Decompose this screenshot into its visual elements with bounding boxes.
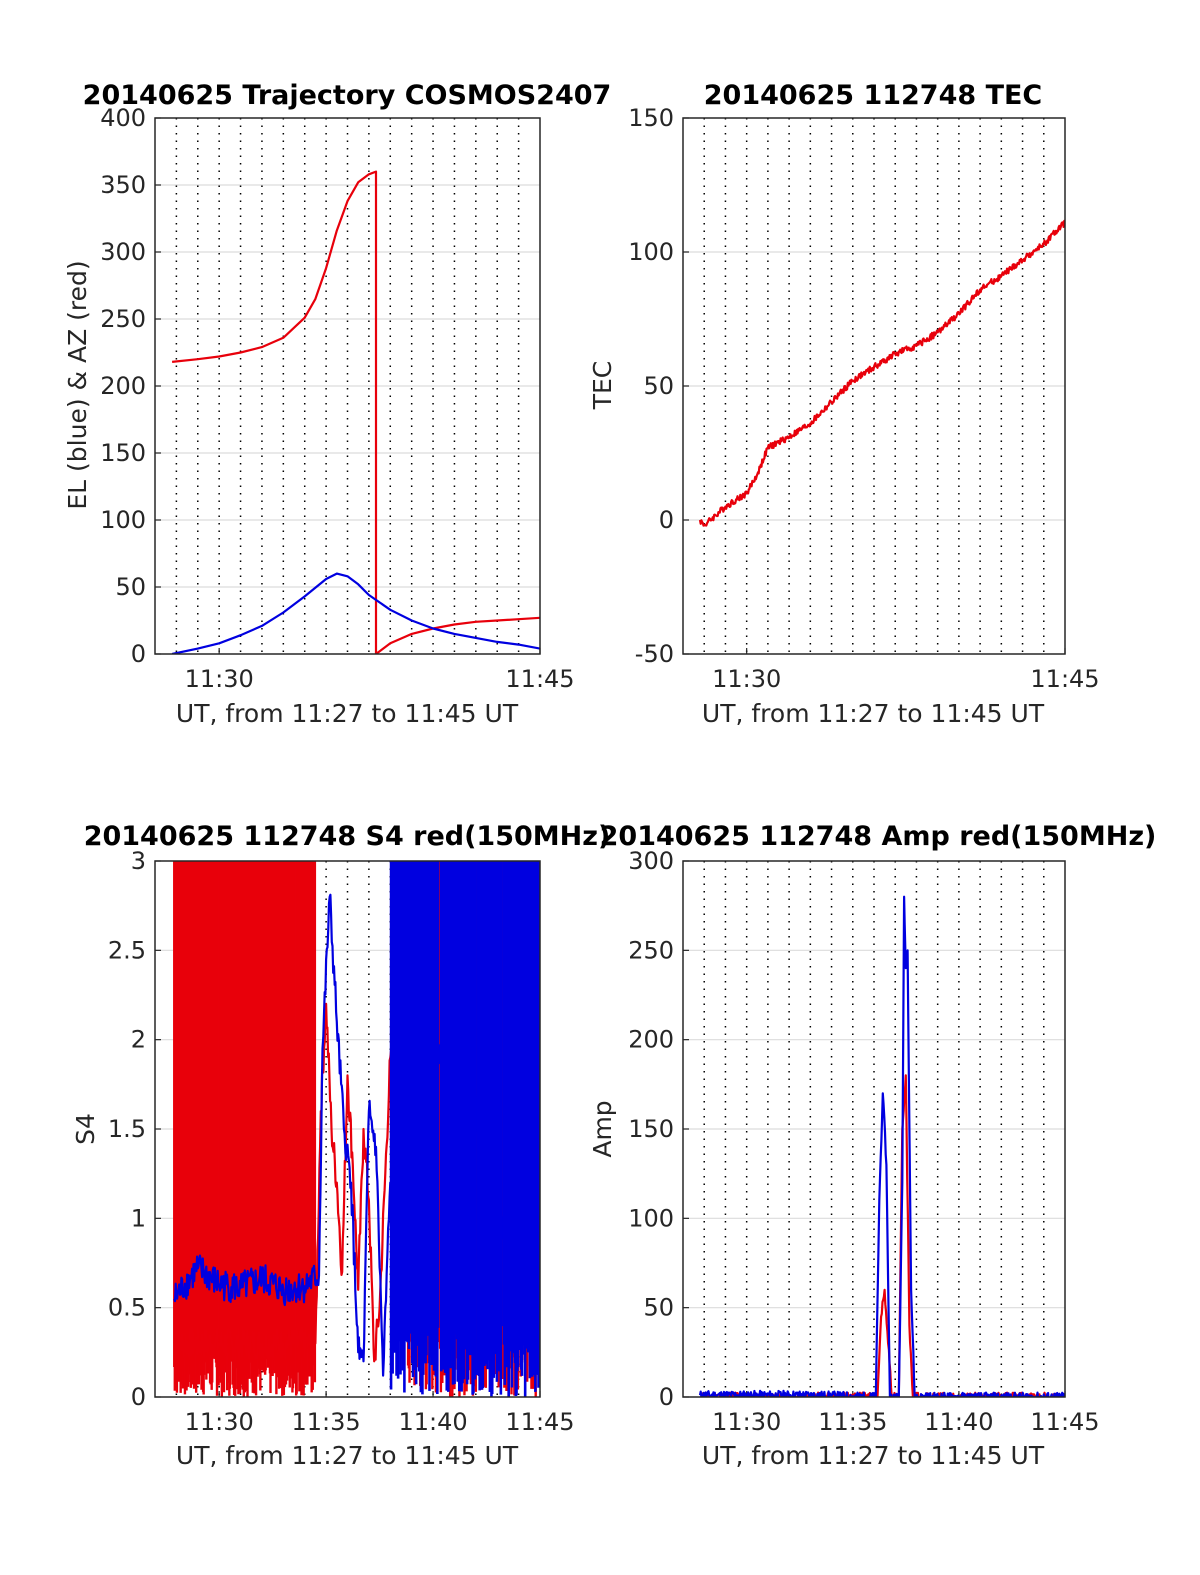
y-tick-label: 0.5: [108, 1294, 146, 1322]
y-tick-label: 300: [628, 847, 674, 875]
amp-series-line: [698, 895, 1065, 1397]
x-tick-label: 11:30: [712, 665, 781, 693]
y-tick-label: 200: [628, 1026, 674, 1054]
tec-title: 20140625 112748 TEC: [704, 80, 1043, 111]
y-tick-label: 2.5: [108, 936, 146, 964]
s4-ylabel: S4: [71, 1113, 100, 1145]
x-tick-label: 11:40: [398, 1408, 467, 1436]
y-tick-label: 0: [131, 1383, 146, 1411]
y-tick-label: 350: [100, 171, 146, 199]
axes-frame: [682, 117, 1066, 655]
x-tick-label: 11:40: [924, 1408, 993, 1436]
axes-frame: [682, 860, 1066, 1398]
trajectory-series-line: [171, 572, 540, 654]
y-tick-label: 50: [643, 372, 674, 400]
trajectory-ylabel: EL (blue) & AZ (red): [63, 260, 92, 509]
trajectory-title: 20140625 Trajectory COSMOS2407: [83, 80, 612, 111]
y-tick-label: 50: [643, 1294, 674, 1322]
trajectory-series-line: [171, 170, 540, 654]
y-tick-label: 150: [628, 1115, 674, 1143]
tec-series-line: [698, 219, 1065, 527]
x-tick-label: 11:45: [1030, 665, 1099, 693]
tec-panel: 20140625 112748 TEC UT, from 11:27 to 11…: [588, 80, 1100, 728]
x-tick-label: 11:30: [712, 1408, 781, 1436]
x-tick-label: 11:30: [185, 665, 254, 693]
x-tick-label: 11:30: [185, 1408, 254, 1436]
y-tick-label: 100: [628, 238, 674, 266]
amp-ylabel: Amp: [588, 1100, 617, 1157]
s4-title: 20140625 112748 S4 red(150MHz): [84, 821, 611, 852]
y-tick-label: 150: [628, 104, 674, 132]
x-tick-label: 11:45: [1030, 1408, 1099, 1436]
tec-ylabel: TEC: [588, 361, 617, 411]
s4-plot-area: 0 0.5 1 1.5 2 2.5 3 11:30 11:35 11:40 11:45: [108, 847, 575, 1436]
x-tick-label: 11:45: [505, 665, 574, 693]
y-tick-label: 1: [131, 1204, 146, 1232]
x-tick-label: 11:45: [505, 1408, 574, 1436]
y-tick-label: 3: [131, 847, 146, 875]
y-tick-label: 400: [100, 104, 146, 132]
axes-frame: [154, 117, 541, 655]
s4-series-line: [173, 893, 540, 1377]
trajectory-panel: 20140625 Trajectory COSMOS2407 UT, from …: [63, 80, 611, 728]
x-tick-label: 11:35: [818, 1408, 887, 1436]
x-tick-label: 11:35: [292, 1408, 361, 1436]
y-tick-label: 250: [628, 936, 674, 964]
y-tick-label: 300: [100, 238, 146, 266]
s4-panel: 20140625 112748 S4 red(150MHz) UT, from …: [71, 821, 610, 1470]
y-tick-label: -50: [635, 640, 674, 668]
y-tick-label: 50: [115, 573, 146, 601]
amp-title: 20140625 112748 Amp red(150MHz): [600, 821, 1157, 852]
s4-blue-spikes: [389, 861, 540, 1397]
y-tick-label: 0: [131, 640, 146, 668]
amp-xlabel: UT, from 11:27 to 11:45 UT: [702, 1441, 1045, 1470]
s4-xlabel: UT, from 11:27 to 11:45 UT: [176, 1441, 519, 1470]
y-tick-label: 100: [628, 1204, 674, 1232]
tec-plot-area: -50 0 50 100 150 11:30 11:45: [628, 104, 1099, 693]
y-tick-label: 100: [100, 506, 146, 534]
y-tick-label: 150: [100, 439, 146, 467]
amp-plot-area: 0 50 100 150 200 250 300 11:30 11:35 11:40 11:45: [628, 847, 1099, 1436]
y-tick-label: 1.5: [108, 1115, 146, 1143]
y-tick-label: 0: [659, 506, 674, 534]
tec-xlabel: UT, from 11:27 to 11:45 UT: [702, 699, 1045, 728]
y-tick-label: 0: [659, 1383, 674, 1411]
amp-panel: 20140625 112748 Amp red(150MHz) UT, from…: [588, 821, 1156, 1470]
y-tick-label: 200: [100, 372, 146, 400]
trajectory-plot-area: 0 50 100 150 200 250 300 350 400 11:30 11:45: [100, 104, 574, 693]
trajectory-xlabel: UT, from 11:27 to 11:45 UT: [176, 699, 519, 728]
y-tick-label: 2: [131, 1026, 146, 1054]
y-tick-label: 250: [100, 305, 146, 333]
axes-frame: [154, 860, 541, 1398]
